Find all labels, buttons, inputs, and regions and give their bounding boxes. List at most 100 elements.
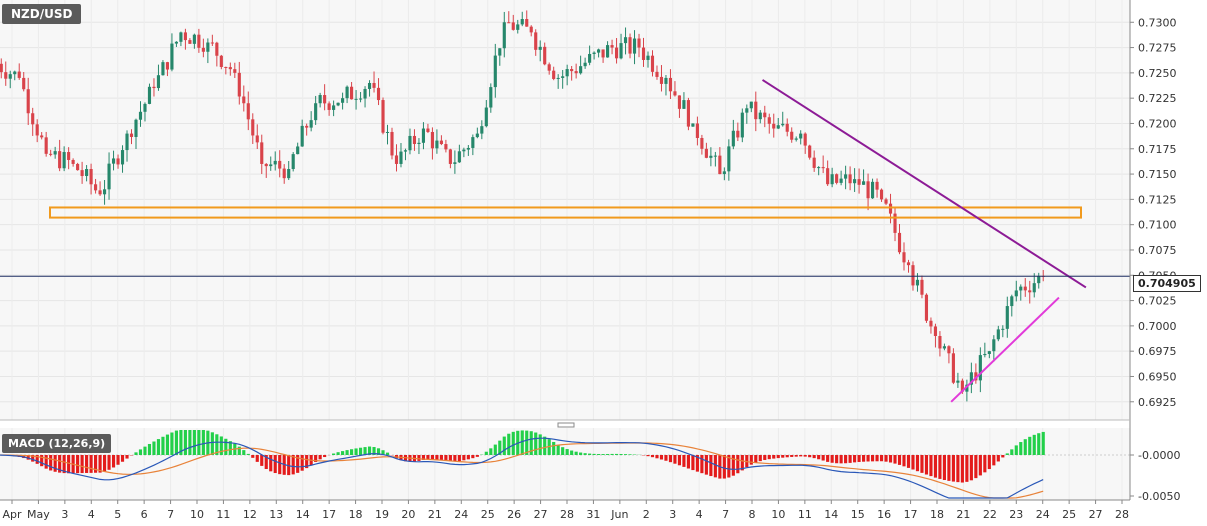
x-tick-label: 4 <box>88 508 95 521</box>
x-tick-label: 14 <box>296 508 310 521</box>
macd-histogram-bar <box>498 440 502 455</box>
candle-body <box>8 74 12 79</box>
candle-body <box>754 101 758 120</box>
candle-body <box>1014 290 1018 297</box>
axes: 0.69250.69500.69750.70000.70250.70500.70… <box>0 0 1180 521</box>
candle-body <box>502 22 506 49</box>
candle-body <box>731 130 735 147</box>
macd-histogram-bar <box>956 455 960 483</box>
candle-body <box>821 167 825 169</box>
x-tick-label: 23 <box>1009 508 1023 521</box>
candle-body <box>965 384 969 392</box>
candle-body <box>421 128 426 143</box>
price-pane-bg <box>0 0 1130 420</box>
candle-body <box>556 77 560 79</box>
candle-body <box>426 128 430 132</box>
macd-histogram-bar <box>614 453 619 455</box>
macd-histogram-bar <box>462 455 466 461</box>
macd-histogram-bar <box>197 430 201 455</box>
macd-histogram-bar <box>911 455 915 470</box>
macd-histogram-bar <box>942 455 946 480</box>
candle-body <box>31 113 35 125</box>
macd-histogram-bar <box>808 455 812 458</box>
candle-body <box>552 70 556 79</box>
macd-histogram-bar <box>332 453 336 455</box>
candle-body <box>974 372 978 381</box>
candle-body <box>408 135 412 151</box>
macd-histogram-bar <box>147 443 152 455</box>
macd-histogram-bar <box>601 454 605 455</box>
macd-histogram-bar <box>763 455 767 460</box>
x-tick-label: 10 <box>190 508 204 521</box>
x-tick-label: 21 <box>428 508 442 521</box>
macd-histogram-bar <box>960 455 964 483</box>
macd-histogram-bar <box>53 455 57 472</box>
x-tick-label: 24 <box>454 508 468 521</box>
candle-body <box>116 158 120 165</box>
candle-body <box>0 63 3 73</box>
macd-histogram-bar <box>219 436 223 455</box>
candle-body <box>938 336 942 349</box>
macd-histogram-bar <box>62 455 66 474</box>
macd-histogram-bar <box>296 455 300 473</box>
macd-histogram-bar <box>354 448 358 455</box>
candle-body <box>237 72 241 97</box>
macd-histogram-bar <box>1032 434 1036 455</box>
macd-histogram-bar <box>49 455 53 471</box>
candle-body <box>879 189 884 200</box>
candle-body <box>484 107 488 127</box>
macd-histogram-bar <box>502 436 506 455</box>
macd-histogram-bar <box>152 441 156 455</box>
macd-histogram-bar <box>1019 442 1023 455</box>
macd-histogram-bar <box>821 455 825 461</box>
candle-body <box>102 189 107 195</box>
candle-body <box>345 86 349 99</box>
macd-histogram-bar <box>489 448 493 455</box>
macd-histogram-bar <box>695 455 699 472</box>
macd-histogram-bar <box>448 455 452 462</box>
macd-histogram-bar <box>1023 439 1027 455</box>
macd-histogram-bar <box>884 455 888 462</box>
macd-histogram-bar <box>183 430 187 455</box>
x-tick-label: 20 <box>401 508 415 521</box>
candle-body <box>826 168 830 185</box>
macd-histogram-bar <box>664 455 668 461</box>
candle-body <box>758 112 762 120</box>
macd-histogram-bar <box>965 455 969 482</box>
x-tick-label: 26 <box>507 508 521 521</box>
candle-body <box>866 181 870 199</box>
macd-histogram-bar <box>192 430 196 455</box>
candle-body <box>80 170 84 177</box>
macd-histogram-bar <box>727 455 731 478</box>
candle-body <box>632 38 637 54</box>
price-grid <box>0 0 1130 420</box>
candle-body <box>637 38 641 48</box>
candle-body <box>915 279 920 286</box>
x-tick-label: 5 <box>114 508 121 521</box>
candle-body <box>543 46 547 65</box>
macd-histogram-bar <box>1005 453 1009 455</box>
candle-body <box>4 72 8 79</box>
candle-body <box>466 147 470 150</box>
macd-histogram-bar <box>879 455 884 462</box>
macd-histogram-bar <box>915 455 920 472</box>
macd-histogram-bar <box>794 455 798 457</box>
y-tick-label: 0.6925 <box>1138 396 1177 409</box>
y-tick-label: 0.6950 <box>1138 370 1177 383</box>
macd-histogram-bar <box>983 455 987 473</box>
macd-histogram-bar <box>174 430 178 455</box>
candle-body <box>686 100 690 127</box>
candle-body <box>1005 306 1009 329</box>
macd-histogram-bar <box>902 455 906 467</box>
macd-histogram-bar <box>273 455 277 474</box>
candle-body <box>67 152 71 160</box>
macd-histogram-bar <box>291 455 295 475</box>
macd-histogram-bar <box>1014 445 1018 455</box>
macd-histogram-bar <box>799 455 803 457</box>
macd-histogram-bar <box>924 455 929 475</box>
macd-histogram-bar <box>44 455 48 469</box>
candle-body <box>269 164 273 167</box>
macd-histogram-bar <box>430 455 434 460</box>
macd-histogram-bar <box>538 434 542 455</box>
macd-histogram-bar <box>570 450 574 455</box>
